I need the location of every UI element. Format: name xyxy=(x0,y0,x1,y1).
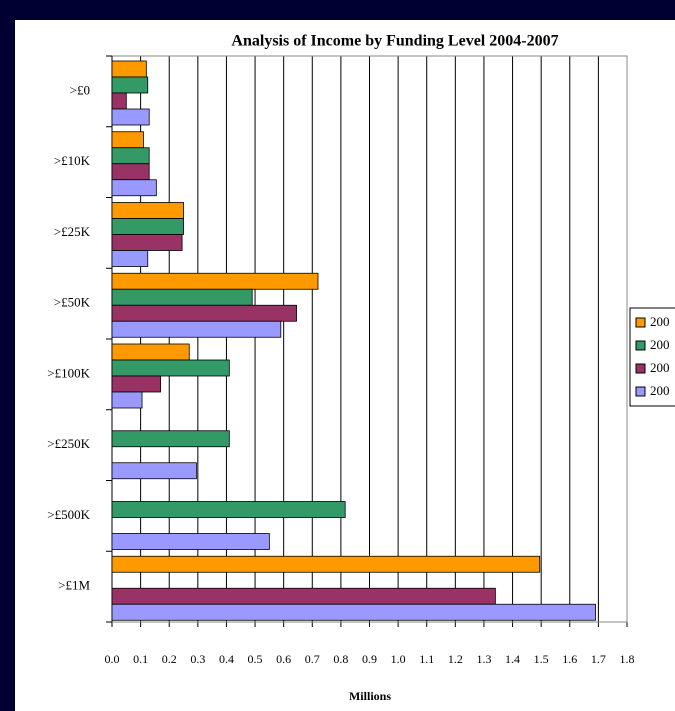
y-tick-label: >£10K xyxy=(54,153,91,168)
bar xyxy=(111,108,150,126)
x-tick-label: 0.8 xyxy=(333,652,348,666)
bar xyxy=(111,131,144,149)
bar xyxy=(111,391,143,409)
y-tick-label: >£250K xyxy=(47,436,90,451)
legend-swatch xyxy=(635,340,646,351)
bar xyxy=(111,375,162,393)
x-tick-label: 1.6 xyxy=(562,652,577,666)
bar xyxy=(111,587,496,605)
x-tick-label: 0.3 xyxy=(190,652,205,666)
y-tick-label: >£100K xyxy=(47,365,90,380)
x-tick-label: 0.9 xyxy=(362,652,377,666)
legend-swatch xyxy=(635,363,646,374)
legend-label: 200 xyxy=(650,383,670,398)
x-tick-label: 1.0 xyxy=(391,652,406,666)
bar xyxy=(111,533,270,550)
y-tick-label: >£50K xyxy=(54,295,91,310)
legend-label: 200 xyxy=(650,337,670,352)
x-tick-label: 0.2 xyxy=(162,652,177,666)
bar xyxy=(111,603,596,621)
y-tick-label: >£1M xyxy=(58,578,90,593)
x-tick-label: 1.2 xyxy=(448,652,463,666)
bar xyxy=(111,304,297,322)
bar xyxy=(111,320,282,338)
chart-title: Analysis of Income by Funding Level 2004… xyxy=(231,33,558,50)
x-tick-label: 1.5 xyxy=(534,652,549,666)
bar xyxy=(111,202,184,219)
bar xyxy=(111,555,541,573)
bar xyxy=(111,179,157,197)
x-tick-label: 0.4 xyxy=(219,652,234,666)
x-tick-label: 0.6 xyxy=(276,652,291,666)
bar xyxy=(111,272,319,290)
legend-label: 200 xyxy=(650,314,670,329)
bar xyxy=(111,92,127,110)
bar xyxy=(111,76,149,94)
x-tick-label: 1.8 xyxy=(620,652,635,666)
bar xyxy=(111,462,197,480)
x-tick-label: 1.4 xyxy=(505,652,520,666)
bar xyxy=(111,234,183,251)
bar xyxy=(111,430,230,448)
bar xyxy=(111,250,149,267)
x-tick-label: 1.3 xyxy=(476,652,491,666)
y-tick-label: >£25K xyxy=(54,224,91,239)
bar xyxy=(111,147,150,165)
legend-swatch xyxy=(635,317,646,328)
x-tick-label: 0.7 xyxy=(305,652,320,666)
x-axis-label: Millions xyxy=(349,689,391,703)
bar xyxy=(111,60,147,78)
legend-swatch xyxy=(635,386,646,397)
x-tick-label: 1.7 xyxy=(591,652,606,666)
y-tick-label: >£0 xyxy=(70,82,90,97)
bar xyxy=(111,163,150,181)
legend-label: 200 xyxy=(650,360,670,375)
y-tick-label: >£500K xyxy=(47,507,90,522)
bar xyxy=(111,343,190,361)
bar xyxy=(111,288,253,306)
x-tick-label: 0.5 xyxy=(248,652,263,666)
x-tick-label: 1.1 xyxy=(419,652,434,666)
bar xyxy=(111,501,346,518)
bar xyxy=(111,359,230,377)
x-tick-label: 0.1 xyxy=(133,652,148,666)
x-tick-label: 0.0 xyxy=(105,652,120,666)
bar xyxy=(111,218,184,235)
